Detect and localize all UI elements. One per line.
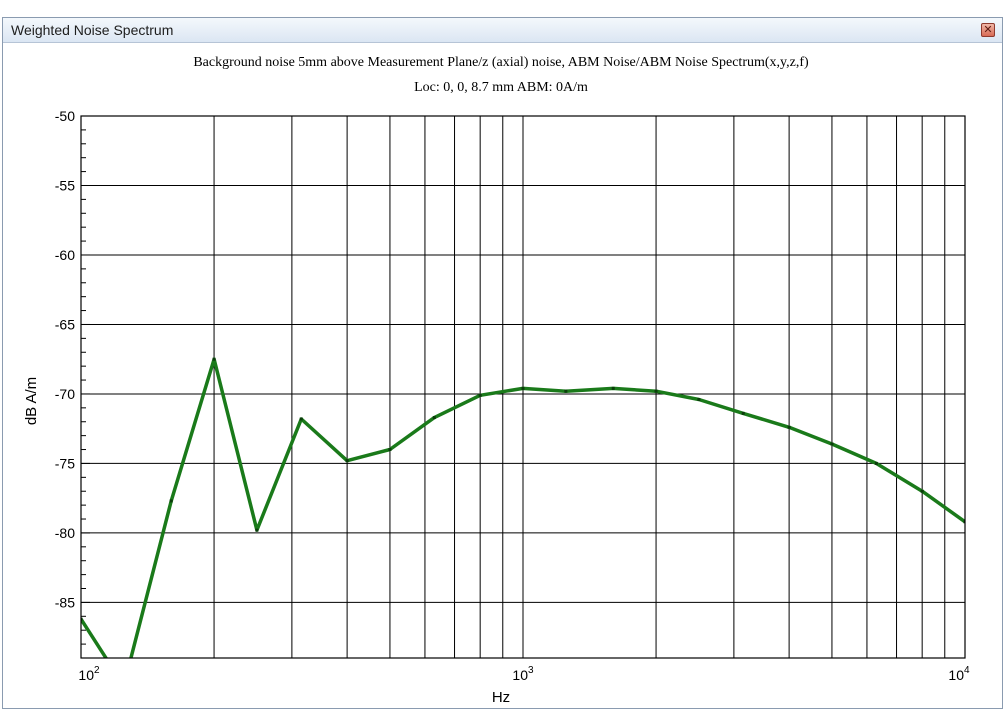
data-point	[255, 528, 259, 532]
window-title: Weighted Noise Spectrum	[11, 22, 174, 38]
tick-marks	[81, 115, 90, 659]
top-strip	[0, 0, 1007, 17]
y-axis-label: dB A/m	[23, 377, 40, 425]
y-tick-labels: -50 -55 -60 -65 -70 -75 -80 -85	[55, 108, 75, 610]
data-point	[654, 389, 658, 393]
data-point	[963, 520, 965, 524]
window-titlebar[interactable]: Weighted Noise Spectrum ✕	[3, 18, 1002, 43]
y-tick-label: -60	[55, 247, 75, 263]
data-point	[478, 393, 482, 397]
data-point	[787, 425, 791, 429]
chart-subtitle: Loc: 0, 0, 8.7 mm ABM: 0A/m	[414, 80, 588, 95]
data-point	[611, 386, 615, 390]
data-point	[388, 448, 392, 452]
data-point	[169, 499, 173, 503]
data-point	[122, 684, 125, 687]
x-axis-label: Hz	[492, 689, 510, 706]
chart-title: Background noise 5mm above Measurement P…	[193, 55, 809, 70]
data-point	[81, 617, 83, 621]
data-point	[697, 398, 701, 402]
data-point	[920, 489, 924, 493]
data-point	[521, 386, 525, 390]
y-tick-label: -70	[55, 386, 75, 402]
y-tick-label: -50	[55, 108, 75, 124]
series-layer	[81, 357, 965, 687]
data-point	[874, 461, 878, 465]
data-point	[741, 411, 745, 415]
y-tick-label: -80	[55, 525, 75, 541]
y-tick-label: -55	[55, 177, 75, 193]
y-tick-label: -65	[55, 316, 75, 332]
data-point	[299, 417, 303, 421]
plot-area: Background noise 5mm above Measurement P…	[3, 43, 1002, 709]
x-tick-labels: 102 103 104	[78, 665, 970, 683]
close-icon[interactable]: ✕	[981, 23, 995, 37]
data-point	[432, 416, 436, 420]
noise-spectrum-chart: Background noise 5mm above Measurement P…	[23, 55, 970, 706]
x-tick-label: 102	[78, 665, 100, 683]
x-tick-label: 103	[512, 665, 534, 683]
data-point	[564, 389, 568, 393]
plot-frame	[80, 115, 966, 659]
y-tick-label: -75	[55, 455, 75, 471]
y-tick-label: -85	[55, 594, 75, 610]
data-point	[212, 357, 216, 361]
data-point	[830, 442, 834, 446]
grid-lines	[81, 116, 965, 658]
chart-window: Weighted Noise Spectrum ✕ Background noi…	[2, 17, 1003, 709]
x-tick-label: 104	[948, 665, 970, 683]
data-point	[345, 459, 349, 463]
